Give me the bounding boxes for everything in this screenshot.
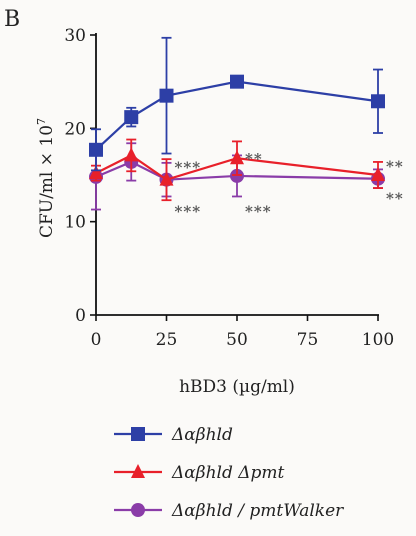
data-point-circle	[230, 168, 244, 183]
significance-annotation: ***	[175, 159, 202, 177]
data-point-triangle	[159, 171, 174, 186]
x-tick-label: 50	[226, 330, 248, 350]
data-point-triangle	[124, 147, 139, 162]
legend-label: Δαβhld Δpmt	[171, 463, 285, 483]
data-point-square	[131, 427, 145, 441]
legend-item: Δαβhld / pmtWalker	[114, 501, 344, 521]
y-axis-label: CFU/ml × 107	[35, 118, 57, 238]
significance-annotation: ***	[245, 202, 272, 220]
data-point-square	[124, 110, 139, 125]
legend-label: Δαβhld	[171, 425, 233, 445]
series-group	[89, 36, 385, 211]
legend-item: Δαβhld Δpmt	[114, 463, 285, 483]
x-tick-label: 25	[156, 330, 178, 350]
significance-annotation: **	[386, 158, 404, 176]
data-point-triangle	[89, 165, 103, 180]
x-tick-label: 0	[91, 330, 102, 350]
data-point-square	[89, 142, 103, 157]
series	[89, 36, 385, 172]
annotations: *** ** ***** *****	[175, 150, 404, 220]
panel-label: B	[4, 7, 20, 32]
x-tick-label: 100	[362, 330, 394, 350]
data-point-triangle	[131, 464, 145, 478]
series	[89, 138, 385, 202]
significance-annotation: ***	[175, 202, 202, 220]
x-ticks: 0 25 50 75 100	[91, 315, 394, 350]
data-point-square	[230, 74, 244, 89]
data-point-triangle	[371, 167, 385, 181]
significance-annotation: **	[386, 189, 404, 207]
series-line	[95, 80, 379, 151]
legend: Δαβhld Δαβhld Δpmt Δαβhld / pmtWalker	[114, 425, 344, 521]
y-tick-label: 10	[64, 213, 86, 233]
y-tick-label: 30	[64, 26, 86, 46]
y-tick-label: 0	[75, 306, 86, 326]
legend-item: Δαβhld	[114, 425, 233, 445]
x-axis-label: hBD3 (µg/ml)	[179, 377, 295, 397]
legend-label: Δαβhld / pmtWalker	[171, 501, 344, 521]
data-point-circle	[131, 503, 145, 517]
significance-annotation: **	[245, 150, 263, 168]
data-point-triangle	[230, 150, 244, 165]
x-tick-label: 75	[297, 330, 319, 350]
y-tick-label: 20	[64, 119, 86, 139]
data-point-square	[371, 94, 385, 109]
data-point-square	[159, 88, 174, 103]
y-ticks: 0 10 20 30	[64, 26, 96, 326]
